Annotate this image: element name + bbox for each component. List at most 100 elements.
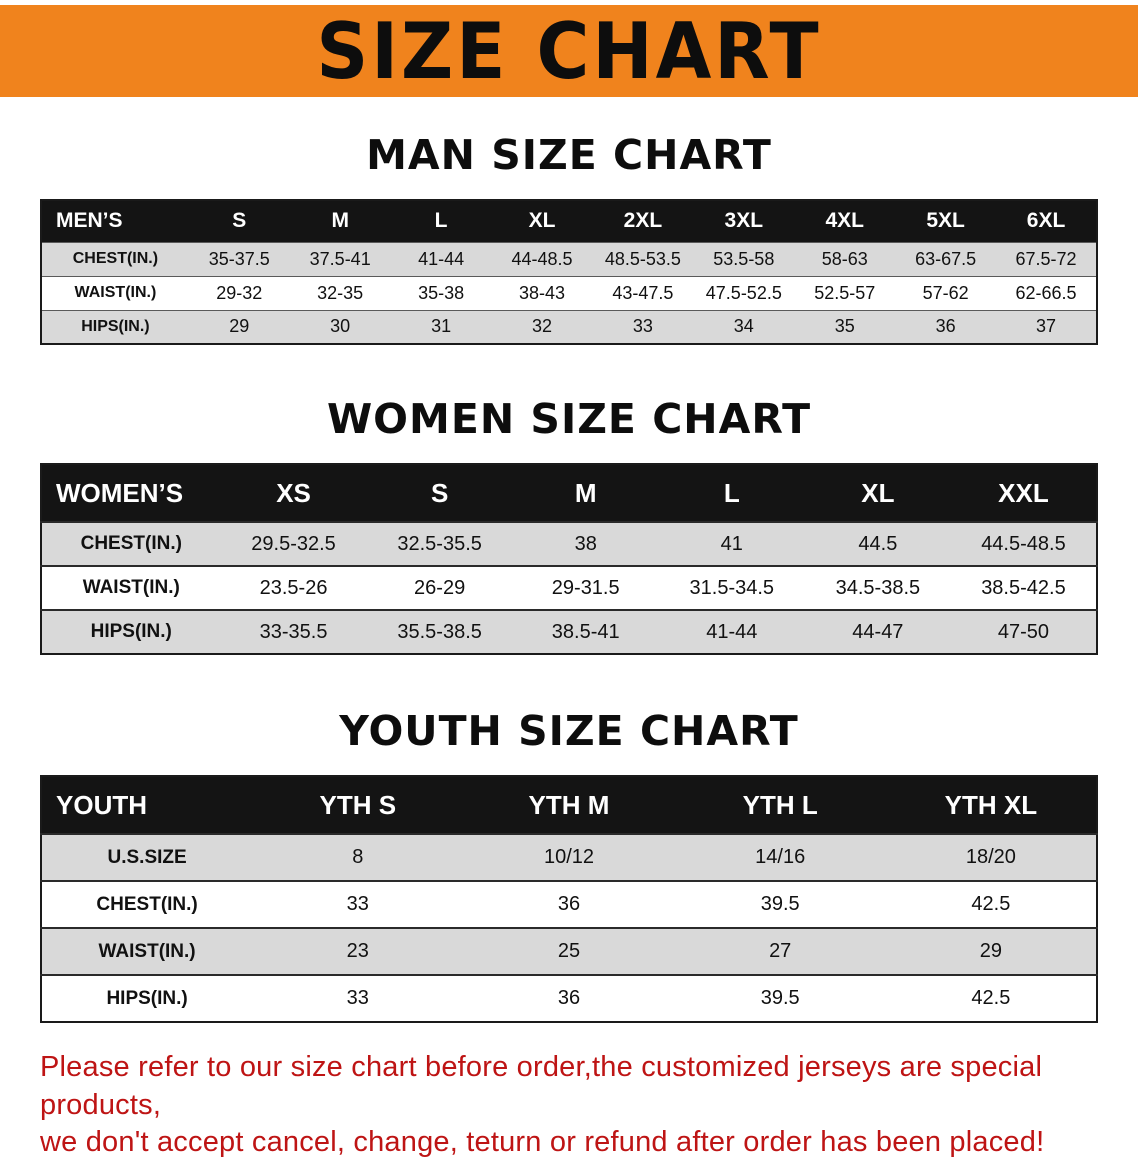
- measurement-value-cell: 44.5-48.5: [950, 521, 1097, 566]
- size-header-cell: YTH S: [252, 776, 464, 834]
- measurement-value-cell: 29.5-32.5: [220, 521, 367, 566]
- size-header-cell: S: [188, 200, 290, 242]
- size-chart-banner: SIZE CHART: [0, 5, 1138, 97]
- women-size-table: WOMEN’S XS S M L XL XXL CHEST(IN.) 29.5-32.5 32.5…: [40, 463, 1098, 655]
- measurement-label-cell: HIPS(IN.): [41, 309, 189, 344]
- size-header-cell: 2XL: [592, 200, 694, 242]
- measurement-value-cell: 23: [252, 927, 464, 975]
- measurement-value-cell: 35.5-38.5: [366, 609, 513, 654]
- women-size-chart-section: WOMEN SIZE CHART WOMEN’S XS S M L XL XXL CHEST(…: [0, 395, 1138, 655]
- measurement-value-cell: 26-29: [366, 565, 513, 610]
- size-header-cell: XXL: [950, 464, 1097, 522]
- measurement-label-cell: CHEST(IN.): [41, 241, 189, 276]
- measurement-value-cell: 41: [658, 521, 805, 566]
- measurement-value-cell: 47-50: [950, 609, 1097, 654]
- size-header-cell: L: [658, 464, 805, 522]
- measurement-value-cell: 32: [491, 309, 593, 344]
- measurement-value-cell: 27: [674, 927, 886, 975]
- measurement-value-cell: 47.5-52.5: [693, 275, 795, 310]
- measurement-value-cell: 35: [794, 309, 896, 344]
- measurement-value-cell: 38.5-41: [512, 609, 659, 654]
- measurement-value-cell: 18/20: [885, 833, 1097, 881]
- measurement-value-cell: 29-32: [188, 275, 290, 310]
- size-header-cell: L: [390, 200, 492, 242]
- measurement-value-cell: 39.5: [674, 880, 886, 928]
- measurement-value-cell: 43-47.5: [592, 275, 694, 310]
- size-header-cell: XS: [220, 464, 367, 522]
- measurement-value-cell: 38-43: [491, 275, 593, 310]
- measurement-value-cell: 34.5-38.5: [804, 565, 951, 610]
- measurement-value-cell: 53.5-58: [693, 241, 795, 276]
- measurement-label-cell: WAIST(IN.): [41, 565, 221, 610]
- measurement-value-cell: 41-44: [390, 241, 492, 276]
- measurement-value-cell: 23.5-26: [220, 565, 367, 610]
- measurement-value-cell: 36: [463, 880, 675, 928]
- measurement-value-cell: 14/16: [674, 833, 886, 881]
- table-row: HIPS(IN.) 33 36 39.5 42.5: [41, 974, 1097, 1022]
- measurement-value-cell: 37: [996, 309, 1097, 344]
- size-header-cell: YTH XL: [885, 776, 1097, 834]
- measurement-value-cell: 35-38: [390, 275, 492, 310]
- size-header-cell: 4XL: [794, 200, 896, 242]
- measurement-label-cell: U.S.SIZE: [41, 833, 253, 881]
- banner-title: SIZE CHART: [316, 5, 822, 97]
- measurement-value-cell: 44.5: [804, 521, 951, 566]
- measurement-value-cell: 33-35.5: [220, 609, 367, 654]
- measurement-value-cell: 29: [188, 309, 290, 344]
- size-header-cell: S: [366, 464, 513, 522]
- size-header-cell: M: [512, 464, 659, 522]
- measurement-label-cell: HIPS(IN.): [41, 609, 221, 654]
- size-header-cell: 3XL: [693, 200, 795, 242]
- table-title-cell: WOMEN’S: [41, 464, 221, 522]
- size-header-cell: 5XL: [895, 200, 997, 242]
- measurement-value-cell: 34: [693, 309, 795, 344]
- measurement-value-cell: 32-35: [289, 275, 391, 310]
- measurement-value-cell: 33: [592, 309, 694, 344]
- table-row: WAIST(IN.) 23 25 27 29: [41, 927, 1097, 975]
- table-row: U.S.SIZE 8 10/12 14/16 18/20: [41, 833, 1097, 881]
- measurement-value-cell: 48.5-53.5: [592, 241, 694, 276]
- measurement-value-cell: 41-44: [658, 609, 805, 654]
- size-header-cell: 6XL: [996, 200, 1097, 242]
- measurement-value-cell: 10/12: [463, 833, 675, 881]
- youth-size-table: YOUTH YTH S YTH M YTH L YTH XL U.S.SIZE 8 10/12…: [40, 775, 1098, 1023]
- measurement-value-cell: 35-37.5: [188, 241, 290, 276]
- youth-section-heading: YOUTH SIZE CHART: [339, 707, 799, 755]
- table-row: WAIST(IN.) 29-32 32-35 35-38 38-43 43-47.5 47.…: [41, 275, 1097, 310]
- disclaimer-note: Please refer to our size chart before or…: [40, 1049, 1098, 1162]
- table-header-row: MEN’S S M L XL 2XL 3XL 4XL 5XL 6XL: [41, 200, 1097, 242]
- disclaimer-line-2: we don't accept cancel, change, teturn o…: [40, 1126, 1045, 1159]
- size-header-cell: YTH M: [463, 776, 675, 834]
- table-header-row: YOUTH YTH S YTH M YTH L YTH XL: [41, 776, 1097, 834]
- measurement-value-cell: 31: [390, 309, 492, 344]
- measurement-label-cell: HIPS(IN.): [41, 974, 253, 1022]
- measurement-value-cell: 44-48.5: [491, 241, 593, 276]
- women-section-heading: WOMEN SIZE CHART: [326, 395, 812, 443]
- measurement-value-cell: 39.5: [674, 974, 886, 1022]
- measurement-value-cell: 38.5-42.5: [950, 565, 1097, 610]
- measurement-value-cell: 37.5-41: [289, 241, 391, 276]
- size-header-cell: XL: [804, 464, 951, 522]
- measurement-value-cell: 8: [252, 833, 464, 881]
- measurement-value-cell: 67.5-72: [996, 241, 1097, 276]
- measurement-label-cell: WAIST(IN.): [41, 927, 253, 975]
- measurement-label-cell: CHEST(IN.): [41, 880, 253, 928]
- measurement-value-cell: 44-47: [804, 609, 951, 654]
- measurement-value-cell: 57-62: [895, 275, 997, 310]
- measurement-label-cell: CHEST(IN.): [41, 521, 221, 566]
- size-header-cell: YTH L: [674, 776, 886, 834]
- table-row: HIPS(IN.) 29 30 31 32 33 34 35 36 37: [41, 309, 1097, 344]
- table-title-cell: YOUTH: [41, 776, 253, 834]
- table-title-cell: MEN’S: [41, 200, 189, 242]
- measurement-value-cell: 42.5: [885, 880, 1097, 928]
- measurement-value-cell: 42.5: [885, 974, 1097, 1022]
- men-section-heading: MAN SIZE CHART: [366, 131, 772, 179]
- measurement-value-cell: 36: [895, 309, 997, 344]
- measurement-value-cell: 29-31.5: [512, 565, 659, 610]
- table-row: HIPS(IN.) 33-35.5 35.5-38.5 38.5-41 41-44 44-…: [41, 609, 1097, 654]
- measurement-value-cell: 58-63: [794, 241, 896, 276]
- measurement-value-cell: 32.5-35.5: [366, 521, 513, 566]
- measurement-value-cell: 33: [252, 880, 464, 928]
- table-header-row: WOMEN’S XS S M L XL XXL: [41, 464, 1097, 522]
- measurement-value-cell: 33: [252, 974, 464, 1022]
